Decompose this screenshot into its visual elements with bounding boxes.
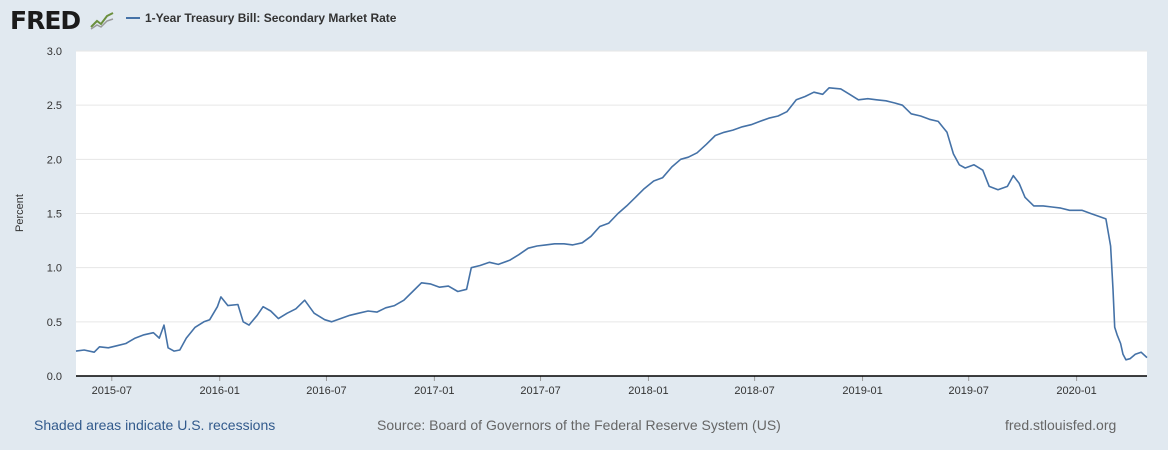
y-tick-label: 1.5 [47,209,62,221]
x-tick-label: 2017-07 [520,385,560,397]
fred-logo[interactable]: FRED [10,6,81,35]
source-note: Source: Board of Governors of the Federa… [377,417,781,433]
legend-swatch [126,17,140,19]
line-chart[interactable]: 0.0 0.5 1.0 1.5 2.0 2.5 3.0 2015-07 2016-01 2016… [0,0,1168,410]
x-tick-label: 2019-01 [842,385,882,397]
y-axis-label: Percent [14,194,26,232]
y-tick-label: 2.0 [47,154,62,166]
y-tick-label: 0.0 [47,371,62,383]
trend-graph-icon [90,10,114,30]
x-tick-label: 2016-07 [306,385,346,397]
gridlines [76,50,1147,323]
y-tick-label: 1.0 [47,263,62,275]
series-line-1-year-treasury[interactable] [75,87,1148,361]
x-tick-label: 2016-01 [200,385,240,397]
y-tick-label: 3.0 [47,46,62,58]
x-tick-labels: 2015-07 2016-01 2016-07 2017-01 2017-07 2018-… [92,376,1097,397]
y-tick-label: 2.5 [47,100,62,112]
x-tick-label: 2015-07 [92,385,132,397]
x-tick-label: 2017-01 [414,385,454,397]
y-tick-label: 0.5 [47,317,62,329]
recession-note-link[interactable]: Shaded areas indicate U.S. recessions [34,417,276,433]
x-tick-label: 2018-07 [734,385,774,397]
chart-header: FRED 1-Year Treasury Bill: Secondary Mar… [0,0,1168,40]
y-tick-labels: 0.0 0.5 1.0 1.5 2.0 2.5 3.0 [47,46,62,383]
x-tick-label: 2018-01 [628,385,668,397]
chart-legend[interactable]: 1-Year Treasury Bill: Secondary Market R… [126,11,396,25]
x-tick-label: 2020-01 [1056,385,1096,397]
legend-label: 1-Year Treasury Bill: Secondary Market R… [145,11,397,25]
x-tick-label: 2019-07 [949,385,989,397]
fred-url[interactable]: fred.stlouisfed.org [1005,417,1117,433]
